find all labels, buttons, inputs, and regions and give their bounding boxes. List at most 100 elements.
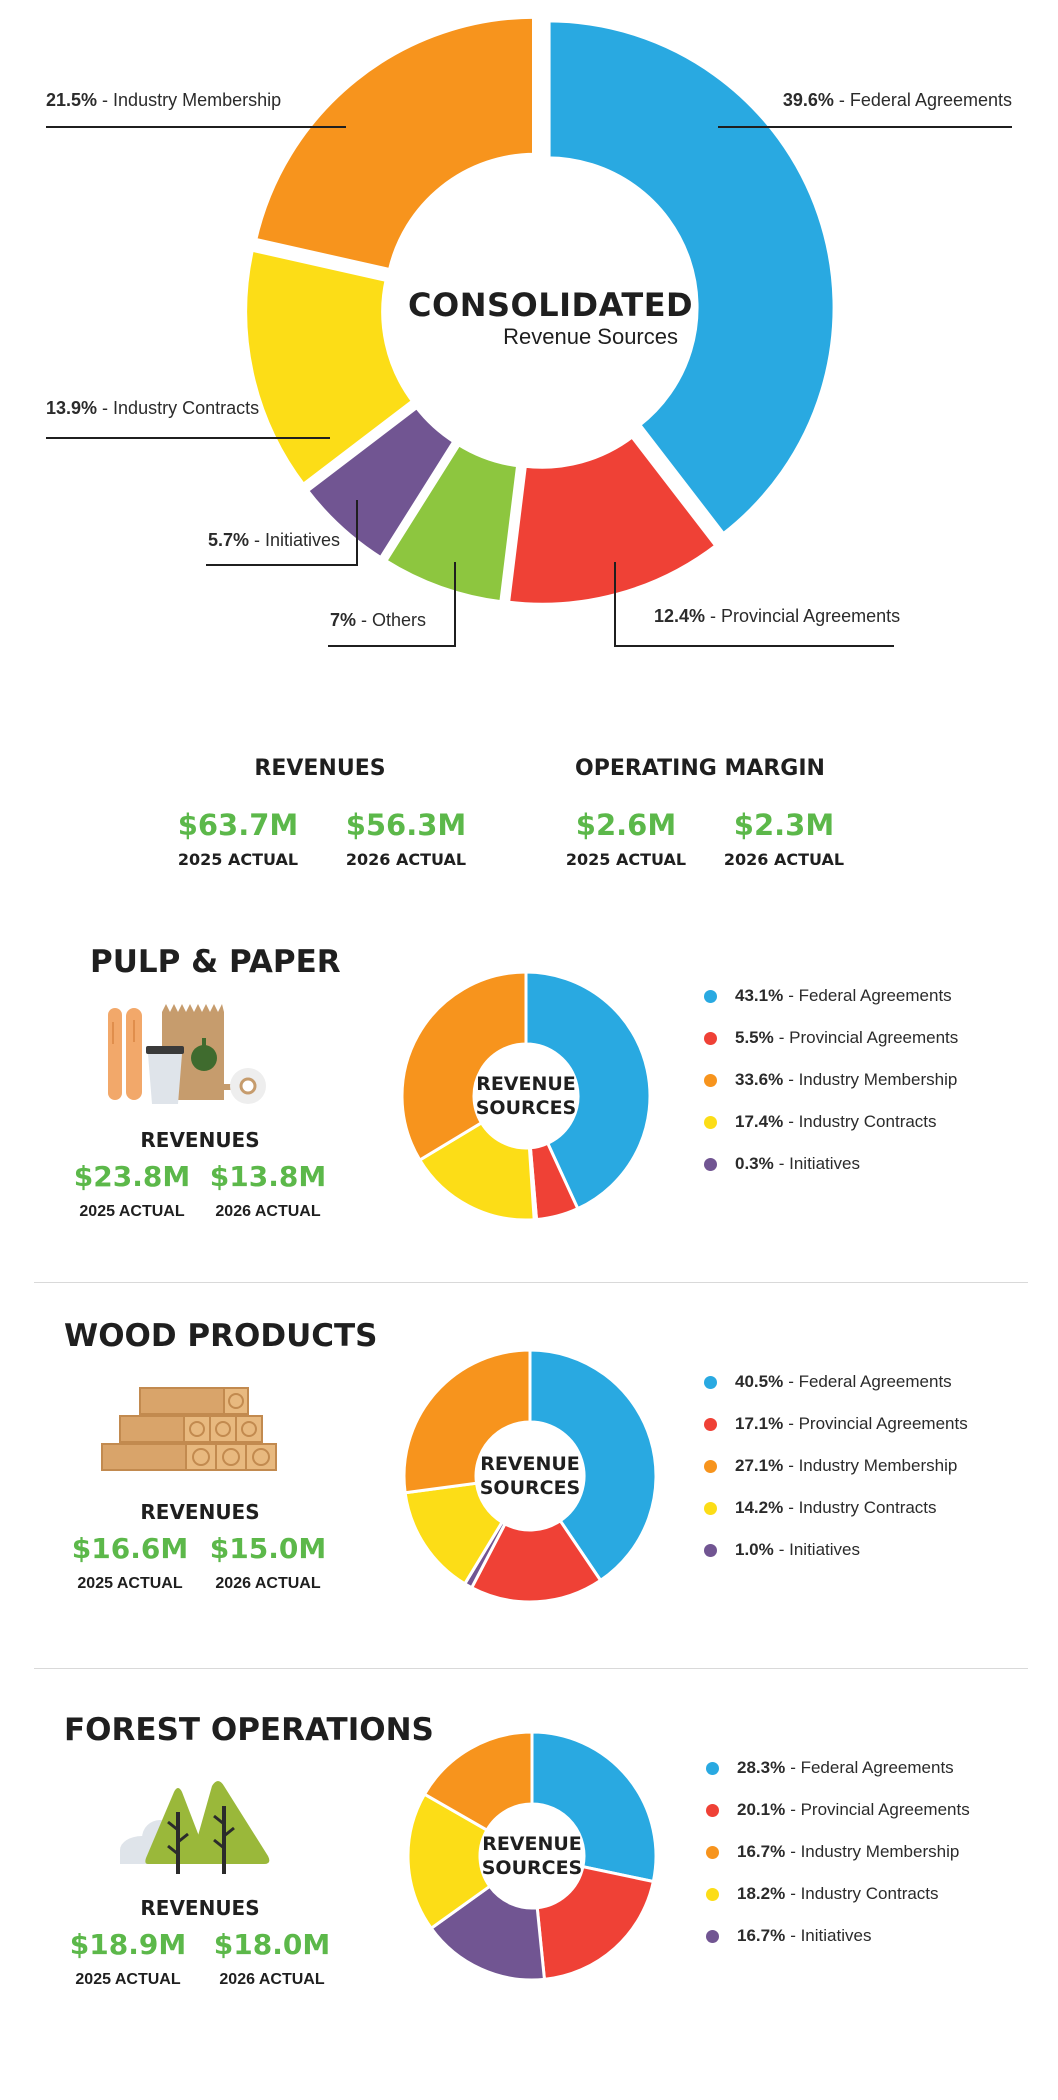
callout-federal: 39.6% - Federal Agreements: [783, 90, 1012, 111]
legend-pct: 40.5%: [735, 1372, 784, 1391]
donut-slice-provincial-agreements: [535, 1864, 656, 1982]
lumber-stack-illustration: [101, 1387, 277, 1471]
legend-label: - Provincial Agreements: [778, 1028, 959, 1047]
legend-pct: 16.7%: [737, 1926, 786, 1945]
pulp-paper-2025-value: $23.8M: [73, 1160, 191, 1193]
forest-operations-2026: $18.0M 2026 ACTUAL: [212, 1928, 332, 1989]
donut-slice-industry-membership: [402, 1348, 532, 1495]
legend-item: 28.3% - Federal Agreements: [706, 1747, 970, 1789]
paper-roll-icon: [224, 1068, 266, 1104]
kpi-revenues-2025-value: $63.7M: [177, 808, 299, 842]
kpi-revenues-2026: $56.3M 2026 ACTUAL: [336, 808, 476, 869]
callout-contracts-label: - Industry Contracts: [97, 398, 260, 418]
callout-initiatives-leader-h: [206, 564, 358, 566]
kpi-revenues-2025: $63.7M 2025 ACTUAL: [168, 808, 308, 869]
cutlery-icon: [108, 1008, 142, 1100]
callout-provincial: 12.4% - Provincial Agreements: [654, 606, 900, 627]
wood-products-2025-value: $16.6M: [71, 1532, 189, 1565]
legend-label: - Federal Agreements: [790, 1758, 954, 1777]
legend-label: - Industry Contracts: [790, 1884, 939, 1903]
legend-label: - Federal Agreements: [788, 1372, 952, 1391]
legend-label: - Initiatives: [790, 1926, 872, 1945]
legend-pct: 28.3%: [737, 1758, 786, 1777]
lumber-icon: [101, 1387, 277, 1471]
legend-dot: [706, 1887, 719, 1901]
donut-slice-others: [379, 438, 523, 607]
forest-operations-revenues-heading: REVENUES: [140, 1896, 260, 1920]
consolidated-center-label: CONSOLIDATED Revenue Sources: [408, 286, 694, 350]
kpi-revenues-2025-label: 2025 ACTUAL: [177, 850, 299, 869]
callout-membership-leader: [46, 126, 346, 128]
section-pulp-paper-title: PULP & PAPER: [90, 944, 341, 980]
legend-label: - Industry Membership: [790, 1842, 960, 1861]
legend-dot: [706, 1803, 719, 1817]
legend-pct: 0.3%: [735, 1154, 774, 1173]
legend-pct: 5.5%: [735, 1028, 774, 1047]
consolidated-subtitle: Revenue Sources: [503, 324, 678, 349]
forest-operations-2025-value: $18.9M: [69, 1928, 187, 1961]
wood-products-center-line1: REVENUE: [480, 1453, 580, 1475]
donut-slice-industry-membership: [422, 1730, 534, 1833]
callout-contracts-pct: 13.9%: [46, 398, 98, 418]
pulp-paper-donut-chart: [400, 970, 652, 1222]
legend-item: 20.1% - Provincial Agreements: [706, 1789, 970, 1831]
section-wood-products-title: WOOD PRODUCTS: [64, 1318, 378, 1354]
legend-label: - Provincial Agreements: [790, 1800, 970, 1819]
forest-operations-2026-value: $18.0M: [213, 1928, 331, 1961]
wood-products-donut-center: REVENUE SOURCES: [460, 1452, 600, 1500]
legend-item: 40.5% - Federal Agreements: [704, 1361, 968, 1403]
legend-pct: 18.2%: [737, 1884, 786, 1903]
callout-membership-label: - Industry Membership: [97, 90, 282, 110]
wood-products-2025-label: 2025 ACTUAL: [77, 1575, 183, 1592]
callout-contracts-leader: [46, 437, 330, 439]
forest-operations-donut-chart: [406, 1730, 658, 1982]
legend-dot: [704, 1543, 717, 1557]
legend-item: 33.6% - Industry Membership: [704, 1059, 958, 1101]
callout-federal-pct: 39.6%: [782, 90, 834, 110]
callout-membership: 21.5% - Industry Membership: [46, 90, 281, 111]
legend-item: 18.2% - Industry Contracts: [706, 1873, 970, 1915]
legend-dot: [704, 989, 717, 1003]
legend-item: 43.1% - Federal Agreements: [704, 975, 958, 1017]
kpi-margin-2025-label: 2025 ACTUAL: [565, 850, 687, 869]
callout-contracts: 13.9% - Industry Contracts: [46, 398, 259, 419]
forest-illustration: [120, 1781, 270, 1874]
legend-dot: [706, 1761, 719, 1775]
legend-dot: [704, 1031, 717, 1045]
legend-dot: [704, 1115, 717, 1129]
legend-dot: [706, 1845, 719, 1859]
legend-item: 14.2% - Industry Contracts: [704, 1487, 968, 1529]
callout-others: 7% - Others: [330, 610, 426, 631]
kpi-margin-2026-label: 2026 ACTUAL: [723, 850, 845, 869]
legend-pct: 20.1%: [737, 1800, 786, 1819]
legend-dot: [704, 1459, 717, 1473]
forest-operations-2025-label: 2025 ACTUAL: [75, 1971, 181, 1988]
kpi-revenues-2026-value: $56.3M: [345, 808, 467, 842]
donut-slice-industry-contracts: [417, 1120, 536, 1222]
callout-federal-leader: [718, 126, 1012, 128]
wood-products-center-line2: SOURCES: [479, 1477, 581, 1499]
kpi-margin-2026-value: $2.3M: [733, 808, 835, 842]
donut-slice-federal-agreements: [530, 1730, 658, 1884]
consolidated-donut-chart: [241, 12, 839, 609]
callout-others-pct: 7%: [330, 610, 357, 630]
pulp-paper-2026-label: 2026 ACTUAL: [215, 1203, 321, 1220]
legend-pct: 17.4%: [735, 1112, 784, 1131]
legend-pct: 43.1%: [735, 986, 784, 1005]
legend-item: 17.4% - Industry Contracts: [704, 1101, 958, 1143]
callout-initiatives: 5.7% - Initiatives: [208, 530, 340, 551]
legend-dot: [704, 1375, 717, 1389]
pulp-paper-revenues-heading: REVENUES: [140, 1128, 260, 1152]
legend-label: - Initiatives: [778, 1540, 860, 1559]
forest-operations-center-line2: SOURCES: [481, 1857, 583, 1879]
legend-pct: 14.2%: [735, 1498, 784, 1517]
callout-provincial-leader-v: [614, 562, 616, 647]
consolidated-title: CONSOLIDATED: [408, 286, 694, 324]
donut-slice-industry-contracts: [406, 1792, 492, 1931]
kpi-margin-2026: $2.3M 2026 ACTUAL: [714, 808, 854, 869]
callout-provincial-leader-h: [614, 645, 894, 647]
callout-provincial-pct: 12.4%: [654, 606, 706, 626]
pulp-paper-donut-center: REVENUE SOURCES: [456, 1072, 596, 1120]
callout-others-label: - Others: [356, 610, 427, 630]
callout-provincial-label: - Provincial Agreements: [705, 606, 901, 626]
